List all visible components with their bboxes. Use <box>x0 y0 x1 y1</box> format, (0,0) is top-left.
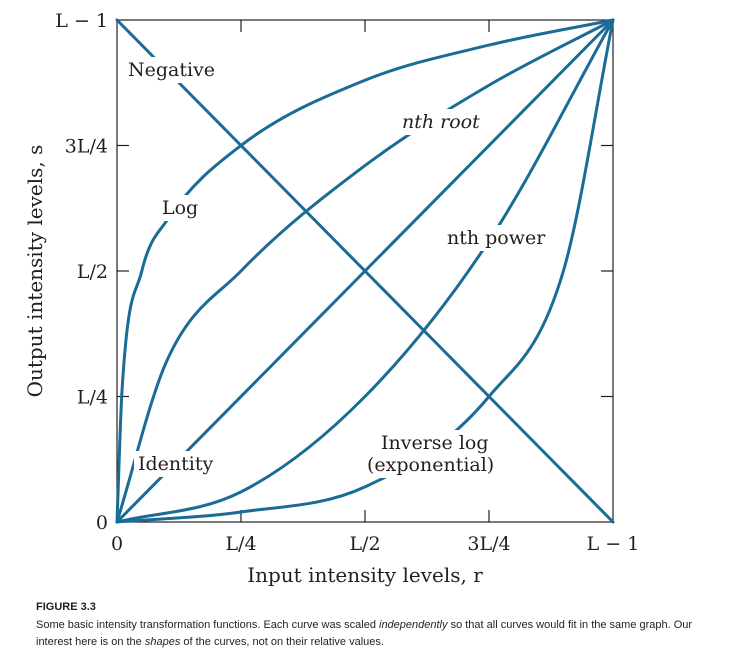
label-nth-power: nth power <box>447 227 546 249</box>
label-breaks <box>124 57 551 478</box>
break-label-nth-power <box>443 225 551 251</box>
y-tick-label-0: 0 <box>96 512 108 534</box>
curve-identity <box>115 18 615 524</box>
caption-title: FIGURE 3.3 <box>36 601 96 613</box>
caption-text: Some basic intensity transformation func… <box>36 617 726 651</box>
break-label-nth-root <box>398 109 485 135</box>
label-nth-root: nth root <box>402 111 480 133</box>
label-inverse-log: Inverse log <box>381 432 489 454</box>
curve-nth-root <box>115 18 615 524</box>
intensity-transform-chart: 0 L/4 L/2 3L/4 L − 1 0 L/4 L/2 3L/4 L − 1 Negativ… <box>23 10 639 587</box>
curves <box>115 18 615 524</box>
tick-labels: 0 L/4 L/2 3L/4 L − 1 0 L/4 L/2 3L/4 L − 1 <box>55 10 639 555</box>
curve-log <box>115 18 615 524</box>
label-log: Log <box>162 197 198 219</box>
y-tick-label-1: L/4 <box>77 387 108 409</box>
y-tick-label-3: 3L/4 <box>65 136 108 158</box>
curve-nth-power <box>115 18 615 524</box>
label-exponential: (exponential) <box>367 454 494 476</box>
figure-caption: FIGURE 3.3 Some basic intensity transfor… <box>36 601 726 651</box>
label-negative: Negative <box>128 59 215 81</box>
label-identity: Identity <box>138 453 213 475</box>
caption-part-2: so that all curves would fit in the same… <box>36 619 693 648</box>
x-tick-label-1: L/4 <box>225 533 256 555</box>
y-tick-label-4: L − 1 <box>55 10 108 32</box>
x-tick-label-4: L − 1 <box>587 533 640 555</box>
break-label-inverse-log <box>377 430 493 456</box>
caption-emphasis-independently: independently <box>379 619 448 631</box>
caption-emphasis-shapes: shapes <box>144 636 181 648</box>
y-axis-label: Output intensity levels, s <box>23 145 47 398</box>
caption-part-1: Some basic intensity transformation func… <box>36 619 379 631</box>
break-label-log <box>158 195 203 221</box>
break-label-identity <box>134 451 218 477</box>
x-tick-label-0: 0 <box>111 533 123 555</box>
break-label-negative <box>124 57 220 83</box>
x-tick-label-2: L/2 <box>349 533 380 555</box>
x-tick-label-3: 3L/4 <box>467 533 510 555</box>
y-tick-label-2: L/2 <box>77 261 108 283</box>
break-label-exponential <box>363 452 499 478</box>
x-axis-label: Input intensity levels, r <box>247 563 483 587</box>
caption-part-3: of the curves, not on their relative val… <box>180 636 384 648</box>
